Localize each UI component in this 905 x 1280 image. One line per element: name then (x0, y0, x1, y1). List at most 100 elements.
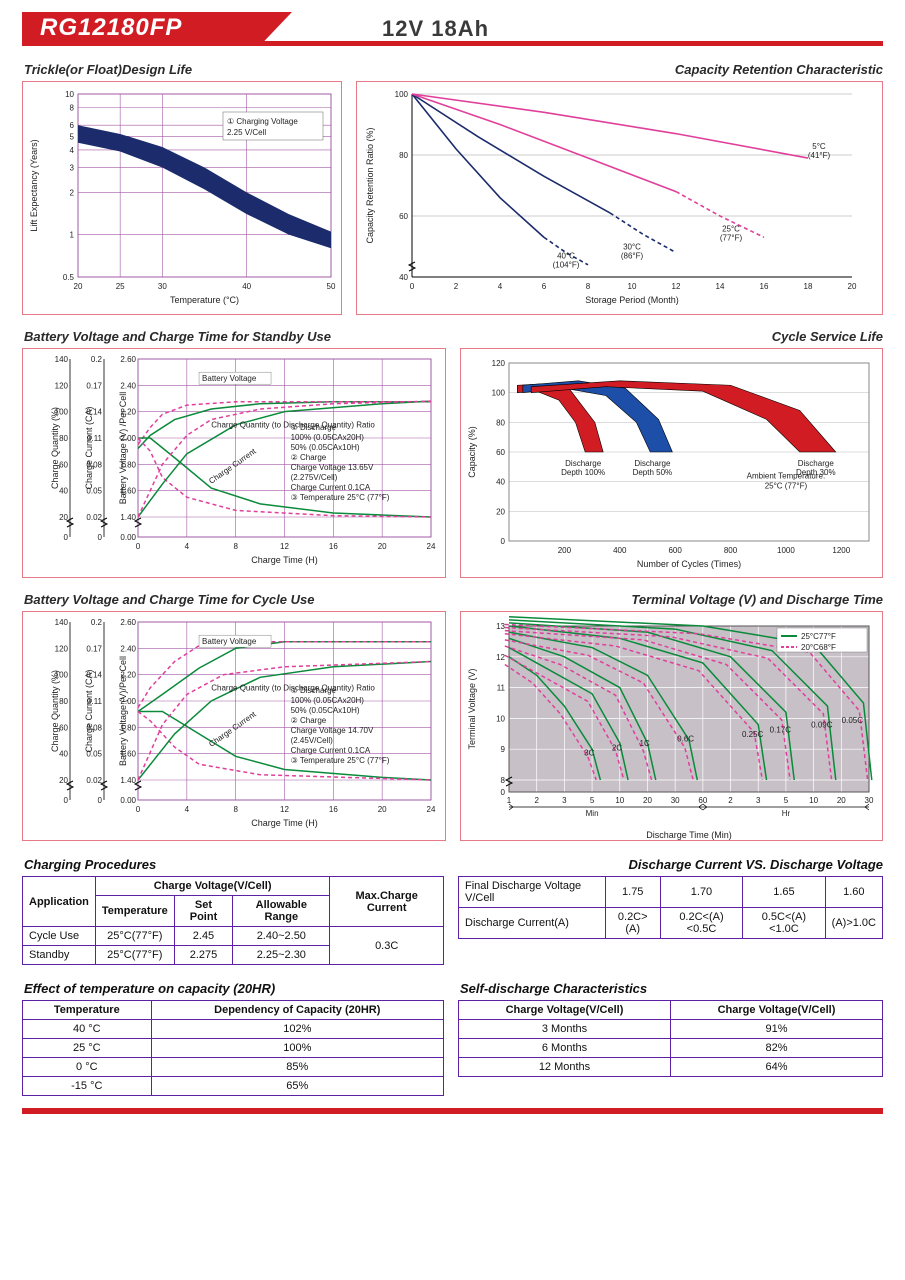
svg-text:5: 5 (70, 132, 75, 141)
svg-text:120: 120 (55, 381, 69, 390)
svg-text:2: 2 (70, 188, 75, 197)
svg-text:20: 20 (836, 796, 845, 805)
svg-text:Battery Voltage: Battery Voltage (202, 374, 257, 383)
svg-text:9: 9 (500, 745, 505, 754)
svg-text:10: 10 (628, 282, 637, 291)
charging-proc-title: Charging Procedures (24, 857, 444, 872)
svg-text:Temperature (°C): Temperature (°C) (170, 295, 239, 305)
svg-text:0: 0 (64, 533, 69, 542)
svg-text:1: 1 (70, 231, 75, 240)
charging-proc-table: ApplicationCharge Voltage(V/Cell)Max.Cha… (22, 876, 444, 965)
svg-text:3C: 3C (584, 748, 594, 757)
svg-text:(86°F): (86°F) (621, 252, 644, 261)
svg-text:1C: 1C (639, 739, 649, 748)
svg-text:5: 5 (783, 796, 788, 805)
svg-text:40: 40 (59, 487, 68, 496)
svg-text:20: 20 (378, 805, 387, 814)
svg-text:Depth 50%: Depth 50% (632, 468, 672, 477)
svg-text:③ Temperature 25°C (77°F): ③ Temperature 25°C (77°F) (291, 756, 390, 765)
svg-text:1.40: 1.40 (120, 513, 136, 522)
svg-text:2.60: 2.60 (120, 618, 136, 627)
temp-capacity-table: TemperatureDependency of Capacity (20HR)… (22, 1000, 444, 1096)
svg-text:60: 60 (399, 212, 408, 221)
svg-text:50: 50 (327, 282, 336, 291)
svg-text:Discharge: Discharge (565, 459, 602, 468)
discharge-vs-voltage-title: Discharge Current VS. Discharge Voltage (460, 857, 883, 872)
svg-text:1200: 1200 (832, 546, 850, 555)
svg-text:2.40: 2.40 (120, 381, 136, 390)
svg-text:Charge Current: Charge Current (207, 709, 258, 748)
svg-text:50% (0.05CAx10H): 50% (0.05CAx10H) (291, 706, 360, 715)
svg-text:0.17: 0.17 (86, 381, 102, 390)
trickle-title: Trickle(or Float)Design Life (24, 62, 342, 77)
svg-text:0.02: 0.02 (86, 513, 102, 522)
svg-text:16: 16 (329, 542, 338, 551)
svg-text:Number of Cycles (Times): Number of Cycles (Times) (636, 559, 740, 569)
svg-text:80: 80 (59, 697, 68, 706)
svg-text:Charge Current (CA): Charge Current (CA) (84, 406, 94, 489)
svg-text:Discharge: Discharge (797, 459, 834, 468)
svg-text:18: 18 (804, 282, 813, 291)
cycle-charge-title: Battery Voltage and Charge Time for Cycl… (24, 592, 446, 607)
svg-text:80: 80 (59, 434, 68, 443)
svg-text:Charge Voltage 13.65V: Charge Voltage 13.65V (291, 463, 374, 472)
svg-text:③ Temperature 25°C (77°F): ③ Temperature 25°C (77°F) (291, 493, 390, 502)
svg-text:25°C (77°F): 25°C (77°F) (764, 482, 807, 491)
svg-text:60: 60 (496, 448, 505, 457)
svg-text:3: 3 (70, 164, 75, 173)
svg-text:24: 24 (427, 542, 436, 551)
svg-text:0.25C: 0.25C (741, 730, 763, 739)
svg-text:20: 20 (74, 282, 83, 291)
svg-text:1000: 1000 (777, 546, 795, 555)
svg-text:25°C77°F: 25°C77°F (801, 632, 836, 641)
cycle-charge-chart: 048121620240.001.401.601.802.002.202.402… (22, 611, 446, 841)
svg-text:120: 120 (491, 359, 505, 368)
svg-text:30: 30 (670, 796, 679, 805)
svg-text:0.5: 0.5 (63, 273, 75, 282)
svg-text:12: 12 (280, 805, 289, 814)
svg-text:40: 40 (399, 273, 408, 282)
discharge-vs-voltage-table: Final Discharge Voltage V/Cell1.751.701.… (458, 876, 883, 939)
header-band: RG12180FP 12V 18Ah (22, 12, 883, 46)
svg-text:10: 10 (809, 796, 818, 805)
svg-text:8: 8 (233, 542, 238, 551)
svg-text:120: 120 (55, 644, 69, 653)
svg-text:80: 80 (399, 151, 408, 160)
svg-text:60: 60 (59, 723, 68, 732)
terminal-chart: 08910111213123510203060235102030MinHr3C2… (460, 611, 884, 841)
svg-text:80: 80 (496, 418, 505, 427)
svg-text:Depth 100%: Depth 100% (561, 468, 605, 477)
svg-text:13: 13 (496, 622, 505, 631)
svg-text:50% (0.05CAx10H): 50% (0.05CAx10H) (291, 443, 360, 452)
svg-text:2: 2 (454, 282, 459, 291)
svg-text:24: 24 (427, 805, 436, 814)
svg-text:Charge Quantity (%): Charge Quantity (%) (50, 670, 60, 752)
svg-text:30: 30 (864, 796, 873, 805)
svg-text:Storage Period (Month): Storage Period (Month) (585, 295, 679, 305)
svg-text:8: 8 (586, 282, 591, 291)
svg-text:Discharge Time (Min): Discharge Time (Min) (646, 830, 732, 840)
svg-text:Hr: Hr (781, 809, 790, 818)
svg-text:10: 10 (496, 714, 505, 723)
svg-text:Discharge: Discharge (634, 459, 671, 468)
terminal-title: Terminal Voltage (V) and Discharge Time (462, 592, 884, 607)
svg-text:6: 6 (542, 282, 547, 291)
svg-text:11: 11 (496, 684, 505, 693)
svg-text:Charge Current: Charge Current (207, 446, 258, 485)
svg-text:16: 16 (760, 282, 769, 291)
svg-text:12: 12 (672, 282, 681, 291)
svg-text:12: 12 (280, 542, 289, 551)
svg-text:0: 0 (410, 282, 415, 291)
svg-text:① Discharge: ① Discharge (291, 423, 337, 432)
svg-text:200: 200 (557, 546, 571, 555)
cycle-life-title: Cycle Service Life (462, 329, 884, 344)
svg-text:Charge Quantity (%): Charge Quantity (%) (50, 407, 60, 489)
svg-text:4: 4 (498, 282, 503, 291)
svg-text:0.02: 0.02 (86, 776, 102, 785)
svg-text:0.00: 0.00 (120, 533, 136, 542)
svg-text:Min: Min (585, 809, 598, 818)
svg-text:5: 5 (589, 796, 594, 805)
svg-text:Battery Voltage: Battery Voltage (202, 637, 257, 646)
svg-text:Battery Voltage (V)/Per Cell: Battery Voltage (V)/Per Cell (118, 656, 128, 766)
svg-text:(2.275V/Cell): (2.275V/Cell) (291, 473, 338, 482)
